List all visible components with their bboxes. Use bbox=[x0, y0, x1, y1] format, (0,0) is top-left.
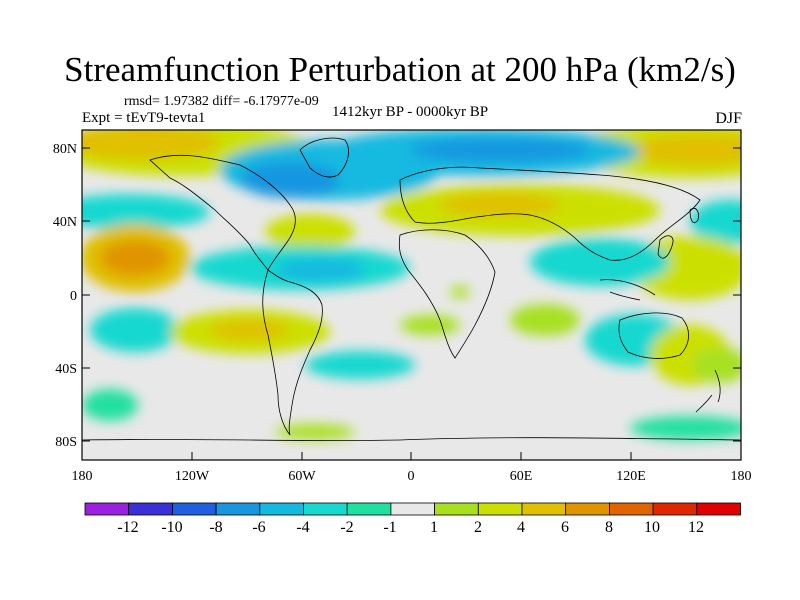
contour-fields bbox=[82, 130, 741, 440]
colorbar-label: -8 bbox=[209, 519, 222, 536]
lon-label: 60W bbox=[288, 469, 316, 484]
lon-label: 0 bbox=[408, 469, 415, 484]
colorbar-swatch bbox=[84, 502, 130, 516]
colorbar-swatch bbox=[215, 502, 261, 516]
colorbar-label: -12 bbox=[117, 519, 138, 536]
colorbar-swatch bbox=[303, 502, 348, 516]
colorbar-swatch bbox=[434, 502, 479, 516]
lat-label: 80S bbox=[55, 435, 77, 450]
colorbar-swatch bbox=[652, 502, 698, 516]
colorbar-label: 12 bbox=[688, 519, 704, 536]
colorbar-label: -10 bbox=[161, 519, 182, 536]
colorbar-swatch bbox=[521, 502, 567, 516]
lat-label: 0 bbox=[70, 289, 77, 304]
colorbar-label: 8 bbox=[605, 519, 613, 536]
lon-axis bbox=[81, 452, 742, 460]
experiment-label: Expt = tEvT9-tevta1 bbox=[82, 110, 206, 126]
colorbar-label: 6 bbox=[561, 519, 569, 536]
lon-label: 120E bbox=[616, 469, 646, 484]
colorbar-label: -4 bbox=[296, 519, 309, 536]
lon-label: 60E bbox=[510, 469, 533, 484]
colorbar-swatch bbox=[128, 502, 173, 516]
colorbar-swatch bbox=[259, 502, 304, 516]
stats-text: rmsd= 1.97382 diff= -6.17977e-09 bbox=[124, 94, 319, 109]
lat-label: 40N bbox=[53, 215, 77, 230]
colorbar-label: -1 bbox=[383, 519, 396, 536]
colorbar-swatch bbox=[696, 502, 741, 516]
colorbar-swatch bbox=[477, 502, 523, 516]
lat-label: 40S bbox=[55, 362, 77, 377]
colorbar bbox=[84, 502, 741, 516]
colorbar-label: 1 bbox=[430, 519, 438, 536]
colorbar-swatch bbox=[171, 502, 217, 516]
colorbar-label: 4 bbox=[517, 519, 525, 536]
colorbar-label: 2 bbox=[474, 519, 482, 536]
lat-label: 80N bbox=[53, 142, 77, 157]
colorbar-label: -2 bbox=[340, 519, 353, 536]
coastlines bbox=[82, 137, 741, 441]
chart-title: Streamfunction Perturbation at 200 hPa (… bbox=[64, 50, 736, 89]
colorbar-label: -6 bbox=[252, 519, 265, 536]
lat-axis bbox=[82, 147, 741, 442]
colorbar-swatch bbox=[609, 502, 654, 516]
period-label: 1412kyr BP - 0000kyr BP bbox=[331, 104, 489, 120]
colorbar-swatch bbox=[565, 502, 610, 516]
lon-label: 180 bbox=[731, 469, 752, 484]
lon-label: 120W bbox=[175, 469, 210, 484]
colorbar-swatch bbox=[346, 502, 392, 516]
colorbar-label: 10 bbox=[644, 519, 660, 536]
lon-label: 180 bbox=[72, 469, 93, 484]
colorbar-swatch bbox=[390, 502, 435, 516]
season-label: DJF bbox=[715, 110, 742, 127]
